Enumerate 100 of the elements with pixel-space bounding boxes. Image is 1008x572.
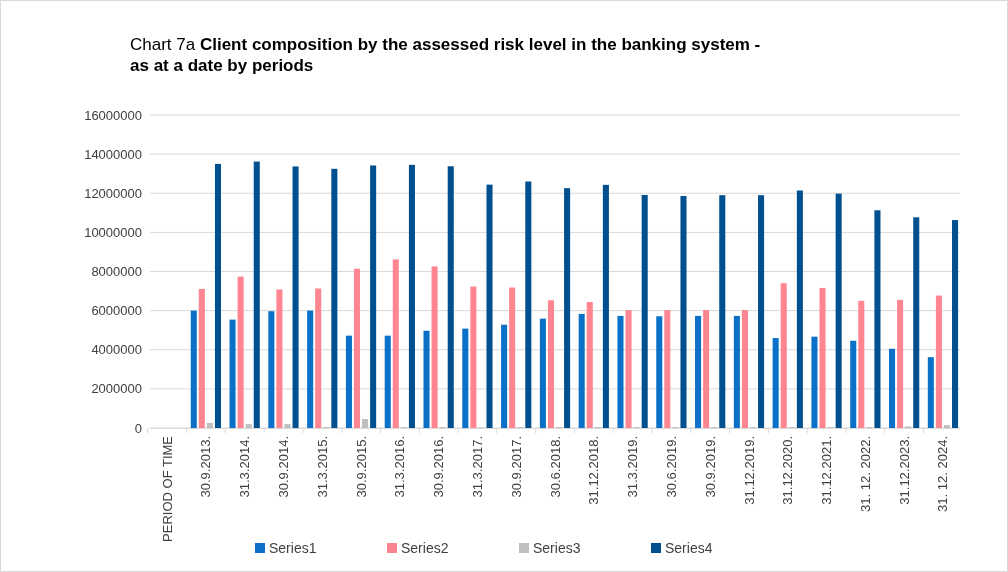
bar [758,195,765,428]
x-tick-label: 31.12.2018. [586,436,602,505]
bar [796,190,803,428]
x-tick-label: 31. 12. 2022. [857,436,873,512]
x-tick-label: 31.3.2016. [392,436,408,498]
bar [370,165,377,428]
bar [695,315,702,428]
bar [874,210,881,428]
x-tick-label: 30.9.2014. [276,436,291,498]
x-tick-label: 31.3.2015. [314,436,330,498]
bar [539,318,546,428]
y-tick-label: 2000000 [91,381,142,397]
bar [276,289,283,428]
x-tick-label: 31.3.2017. [469,436,485,498]
bar [525,181,532,428]
y-tick-label: 16000000 [84,107,142,123]
bar [284,424,291,428]
bar [617,315,624,428]
bar [680,195,687,428]
chart-title: Chart 7a Client composition by the assessed risk level in the banking system - as at a date by periods [130,35,761,75]
bar [408,164,415,428]
bar [190,310,197,428]
x-tick-label: 31.12.2019. [741,436,757,505]
x-tick-label: 31.12.2023. [896,436,912,505]
y-tick-label: 4000000 [91,342,142,358]
bar [889,348,896,428]
bar [952,220,959,428]
bar [470,286,477,428]
bar [913,217,920,428]
bar [625,310,632,428]
bar [602,184,609,428]
bar [564,188,571,428]
bar [943,425,950,428]
x-tick-label: 30.9.2013. [198,436,214,498]
bar [292,166,299,428]
bar [547,300,554,428]
legend-label: Series4 [665,539,713,556]
bar [462,328,469,428]
x-tick-label: PERIOD OF TIME [159,435,175,542]
bar [772,338,779,428]
bar [850,340,857,428]
bar [927,357,934,428]
y-tick-label: 14000000 [84,146,142,162]
bar [345,335,352,428]
bar [835,193,842,428]
bar [392,259,399,428]
bar [586,302,593,428]
x-tick-label: 31.12.2020. [780,436,796,505]
bar [656,316,663,428]
x-tick-label: 30.9.2017. [508,436,524,498]
x-tick-label: 30.9.2016. [431,436,447,498]
x-tick-label: 30.6.2018. [547,436,563,498]
x-tick-label: 31.3.2019. [625,436,641,498]
bar [237,276,244,428]
bar [253,161,260,428]
bar [268,311,275,428]
bar [741,310,748,428]
y-tick-label: 8000000 [91,264,142,280]
bar [733,315,740,428]
bar [198,288,205,428]
x-tick-label: 30.6.2019. [663,436,679,498]
bar [206,422,213,428]
x-tick-label: 31.3.2014. [237,436,253,498]
legend-label: Series1 [269,539,317,556]
bar [486,184,493,428]
bar [331,168,338,428]
bar [384,335,391,428]
x-tick-label: 30.9.2015. [353,436,369,498]
bar [245,424,252,428]
y-tick-label: 12000000 [84,185,142,201]
bar [353,268,361,428]
bar [703,310,710,428]
bar [641,195,648,428]
y-tick-label: 6000000 [91,303,142,319]
bar [431,266,438,428]
bar [578,313,585,428]
bar [214,163,221,428]
bar [423,330,430,428]
bar [509,287,516,428]
x-tick-label: 30.9.2019. [702,436,718,498]
legend-label: Series3 [533,539,581,556]
bar [664,310,671,428]
x-tick-label: 31.12.2021. [819,436,835,505]
bar [315,288,322,428]
y-tick-label: 10000000 [84,224,142,240]
y-tick-label: 0 [134,420,142,436]
bar [229,319,236,428]
bar [780,283,787,428]
bar [362,419,369,428]
bar [858,300,865,428]
legend-label: Series2 [401,539,449,556]
x-tick-label: 31. 12. 2024. [935,436,951,512]
bar [811,336,818,428]
bar [897,299,904,428]
bar [819,287,826,428]
bar [307,310,314,428]
bar [719,195,726,428]
bar [501,324,508,428]
bar [935,295,942,428]
bar [447,166,454,428]
